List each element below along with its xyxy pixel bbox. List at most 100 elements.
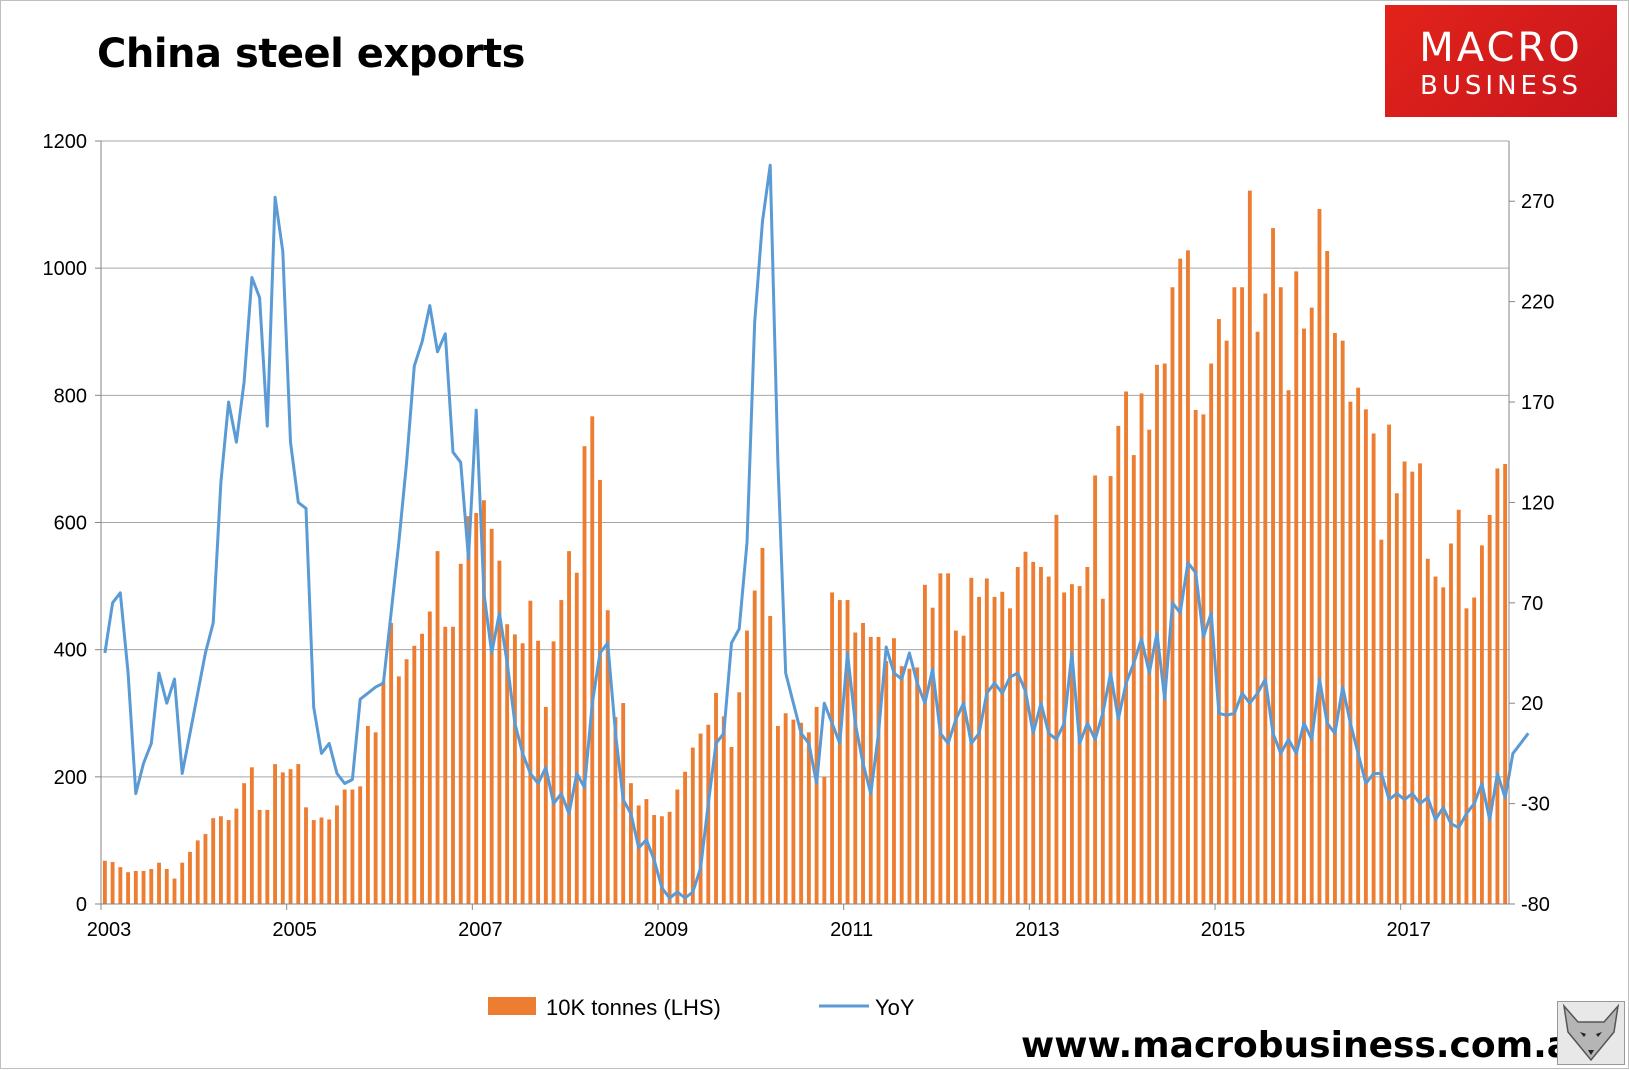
x-tick-label: 2015 xyxy=(1201,919,1246,941)
bar xyxy=(644,799,649,904)
bar xyxy=(1425,558,1430,904)
bar xyxy=(389,622,394,904)
bar-series xyxy=(102,190,1508,905)
bar xyxy=(1394,493,1399,904)
right-tick-label: 270 xyxy=(1521,191,1554,213)
bar xyxy=(892,638,896,904)
bar xyxy=(915,667,920,904)
bar xyxy=(404,659,409,904)
bar xyxy=(1116,425,1121,904)
bar xyxy=(427,611,432,904)
website-url: www.macrobusiness.com.au xyxy=(1021,1025,1597,1066)
bar xyxy=(520,643,525,904)
bar xyxy=(443,626,448,904)
x-tick-label: 2011 xyxy=(830,919,873,941)
bar xyxy=(1186,250,1190,904)
bar xyxy=(1216,319,1221,904)
bar xyxy=(822,776,827,904)
bar xyxy=(133,870,138,904)
bar xyxy=(489,528,494,904)
bar xyxy=(141,870,146,904)
bar xyxy=(1309,307,1314,904)
bar xyxy=(1472,597,1477,904)
bar xyxy=(1054,514,1059,904)
bar xyxy=(396,676,401,904)
bar xyxy=(1201,414,1206,904)
right-tick-label: -30 xyxy=(1521,794,1550,816)
left-tick-label: 1000 xyxy=(43,258,88,280)
bar xyxy=(760,547,765,904)
x-tick-label: 2003 xyxy=(87,919,132,941)
bar xyxy=(845,600,850,904)
bar xyxy=(598,479,602,904)
x-tick-label: 2017 xyxy=(1386,919,1431,941)
bar xyxy=(157,862,161,904)
bar xyxy=(1247,190,1252,905)
bar xyxy=(667,811,672,904)
bar xyxy=(629,783,633,904)
bar xyxy=(922,584,927,904)
bar xyxy=(249,767,254,904)
bar xyxy=(1124,391,1128,905)
bar xyxy=(1379,539,1384,904)
bar xyxy=(365,725,370,904)
bar xyxy=(768,615,773,904)
bar xyxy=(536,640,541,904)
bar xyxy=(203,834,208,904)
bar xyxy=(884,661,889,904)
legend: 10K tonnes (LHS) YoY xyxy=(488,995,915,1020)
bar xyxy=(1240,287,1245,904)
bar xyxy=(110,862,115,904)
bar xyxy=(799,722,804,904)
bar xyxy=(218,816,223,904)
bar xyxy=(435,551,440,904)
bar xyxy=(505,624,510,904)
bar xyxy=(126,872,131,904)
bar xyxy=(1433,576,1438,904)
bar xyxy=(412,645,417,904)
bar xyxy=(1232,287,1237,904)
bar xyxy=(1085,567,1090,904)
bar xyxy=(559,600,564,904)
bar xyxy=(876,636,881,904)
bar xyxy=(1294,271,1299,904)
bar xyxy=(636,805,641,904)
bar xyxy=(1348,401,1353,904)
bar xyxy=(1023,551,1028,904)
bar xyxy=(830,592,835,904)
bar xyxy=(783,713,788,904)
bar xyxy=(1286,390,1291,904)
bar xyxy=(1271,228,1275,905)
bar xyxy=(1449,543,1453,904)
bar xyxy=(280,772,285,904)
bar xyxy=(226,820,231,904)
bar xyxy=(938,573,943,904)
bar xyxy=(211,818,216,904)
bar xyxy=(420,633,424,904)
bar xyxy=(1302,328,1306,905)
bar xyxy=(1209,363,1214,905)
bar xyxy=(1015,567,1020,904)
bar xyxy=(1008,608,1012,904)
bar xyxy=(1356,387,1361,904)
bar xyxy=(1162,363,1167,905)
bar xyxy=(1108,476,1113,904)
bar xyxy=(342,789,347,904)
bar xyxy=(381,681,386,904)
bar xyxy=(621,703,626,904)
bar xyxy=(729,746,734,904)
bar xyxy=(1441,587,1446,904)
bar xyxy=(1039,567,1043,904)
bar xyxy=(814,706,819,904)
bar xyxy=(195,840,200,904)
bar xyxy=(1371,433,1376,904)
right-tick-label: 220 xyxy=(1521,292,1554,314)
bar xyxy=(1062,592,1067,904)
bar xyxy=(543,706,548,904)
bar xyxy=(482,500,486,904)
bar xyxy=(350,789,355,904)
left-tick-label: 400 xyxy=(54,640,87,662)
bar xyxy=(1255,331,1260,904)
bar xyxy=(551,641,556,904)
bar xyxy=(1278,287,1283,904)
